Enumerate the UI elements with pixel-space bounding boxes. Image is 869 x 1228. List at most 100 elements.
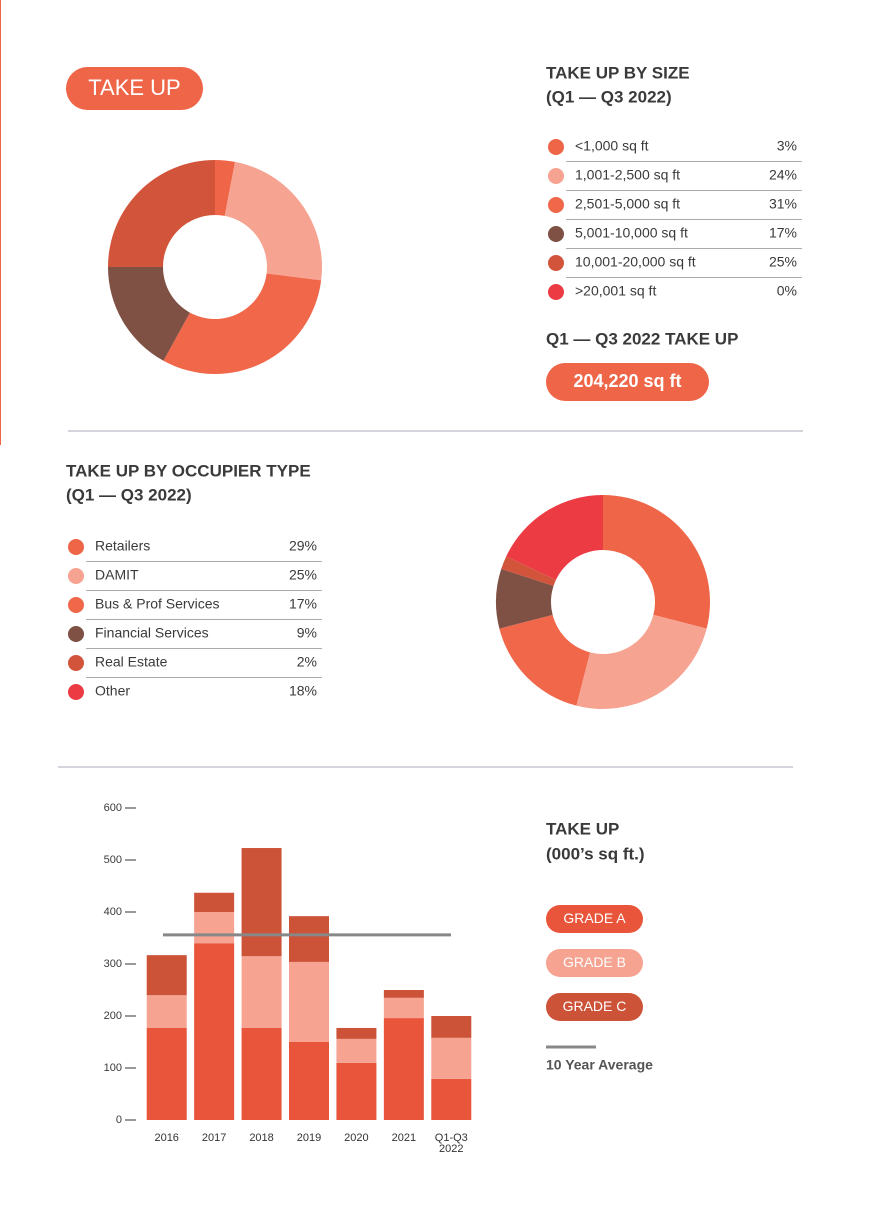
bar-segment bbox=[383, 990, 424, 998]
legend-value: 31% bbox=[769, 196, 797, 212]
y-tick-label: 500 bbox=[104, 854, 122, 866]
chart-title: TAKE UP BY SIZE bbox=[546, 63, 690, 82]
legend-label: 1,001-2,500 sq ft bbox=[575, 167, 680, 183]
legend-label: 2,501-5,000 sq ft bbox=[575, 196, 680, 212]
bar-segment bbox=[146, 1027, 187, 1120]
donut-slice bbox=[495, 568, 554, 629]
bar-segment bbox=[431, 1078, 472, 1120]
donut-slice bbox=[163, 273, 322, 374]
legend-value: 2% bbox=[297, 654, 317, 670]
y-tick-label: 0 bbox=[116, 1114, 122, 1126]
legend-dot bbox=[68, 597, 84, 613]
legend-dot bbox=[68, 539, 84, 555]
bar-segment bbox=[289, 916, 329, 962]
legend-value: 17% bbox=[289, 596, 317, 612]
legend-value: 25% bbox=[289, 567, 317, 583]
bar-segment bbox=[431, 1016, 472, 1038]
legend-dot bbox=[548, 284, 564, 300]
x-tick-label: 2017 bbox=[201, 1132, 227, 1144]
summary-heading: Q1 — Q3 2022 TAKE UP bbox=[546, 329, 738, 348]
bar-segment bbox=[241, 848, 282, 957]
legend-label: Bus & Prof Services bbox=[95, 596, 220, 612]
bar-segment bbox=[146, 995, 187, 1028]
y-tick-label: 600 bbox=[104, 802, 122, 814]
legend-dot bbox=[68, 655, 84, 671]
legend-dot bbox=[548, 226, 564, 242]
x-tick-label: 2021 bbox=[391, 1132, 417, 1144]
legend-dot bbox=[68, 684, 84, 700]
bar-segment bbox=[336, 1062, 377, 1120]
donut-slice bbox=[603, 495, 710, 629]
legend-pill bbox=[546, 905, 643, 933]
bar-segment bbox=[289, 961, 329, 1042]
legend-label: <1,000 sq ft bbox=[575, 138, 649, 154]
legend-label: GRADE A bbox=[563, 910, 626, 926]
title-pill bbox=[66, 67, 203, 110]
donut-slice bbox=[108, 267, 190, 361]
legend-dot bbox=[548, 197, 564, 213]
bar-segment bbox=[241, 956, 282, 1028]
legend-dot bbox=[548, 168, 564, 184]
chart-title: TAKE UP bbox=[546, 819, 619, 838]
legend-dot bbox=[68, 626, 84, 642]
legend-value: 9% bbox=[297, 625, 317, 641]
legend-label: >20,001 sq ft bbox=[575, 283, 656, 299]
legend-label: GRADE C bbox=[563, 998, 627, 1014]
y-tick-label: 200 bbox=[104, 1010, 122, 1022]
y-tick-label: 400 bbox=[104, 906, 122, 918]
bar-segment bbox=[431, 1037, 472, 1079]
donut-slice bbox=[576, 614, 707, 709]
chart-subtitle: (000’s sq ft.) bbox=[546, 844, 645, 863]
bar-segment bbox=[383, 997, 424, 1019]
legend-label: GRADE B bbox=[563, 954, 626, 970]
donut-slice bbox=[108, 160, 215, 267]
page-title: TAKE UP bbox=[88, 75, 181, 100]
legend-dot bbox=[68, 568, 84, 584]
bar-segment bbox=[336, 1027, 377, 1039]
x-tick-label: 2016 bbox=[154, 1132, 179, 1144]
chart-subtitle: (Q1 — Q3 2022) bbox=[546, 87, 672, 106]
bar-segment bbox=[383, 1018, 424, 1120]
bar-segment bbox=[194, 912, 235, 944]
legend-label: Financial Services bbox=[95, 625, 209, 641]
summary-pill bbox=[546, 363, 709, 401]
y-tick-label: 100 bbox=[104, 1062, 122, 1074]
legend-value: 29% bbox=[289, 538, 317, 554]
legend-pill bbox=[546, 949, 643, 977]
bar-segment bbox=[289, 1042, 329, 1120]
legend-label: 10 Year Average bbox=[546, 1057, 653, 1073]
legend-label: 5,001-10,000 sq ft bbox=[575, 225, 688, 241]
bar-segment bbox=[336, 1038, 377, 1063]
x-tick-label: Q1-Q3 2022 bbox=[434, 1132, 468, 1155]
legend-label: Other bbox=[95, 683, 130, 699]
bar-segment bbox=[146, 955, 187, 996]
donut-slice bbox=[215, 160, 236, 216]
legend-value: 25% bbox=[769, 254, 797, 270]
bar-segment bbox=[241, 1027, 282, 1120]
legend-dot bbox=[548, 139, 564, 155]
chart-title: TAKE UP BY OCCUPIER TYPE bbox=[66, 461, 311, 480]
legend-label: Retailers bbox=[95, 538, 150, 554]
donut-slice bbox=[501, 556, 556, 586]
summary-value: 204,220 sq ft bbox=[573, 371, 681, 391]
donut-slice bbox=[499, 614, 591, 706]
x-tick-label: 2020 bbox=[344, 1132, 369, 1144]
legend-pill bbox=[546, 993, 643, 1021]
donut-slice bbox=[224, 161, 322, 281]
legend-value: 3% bbox=[777, 138, 797, 154]
x-tick-label: 2018 bbox=[249, 1132, 274, 1144]
chart-subtitle: (Q1 — Q3 2022) bbox=[66, 485, 192, 504]
legend-label: 10,001-20,000 sq ft bbox=[575, 254, 696, 270]
legend-label: Real Estate bbox=[95, 654, 168, 670]
legend-value: 17% bbox=[769, 225, 797, 241]
legend-value: 18% bbox=[289, 683, 317, 699]
legend-value: 24% bbox=[769, 167, 797, 183]
y-tick-label: 300 bbox=[104, 958, 122, 970]
legend-value: 0% bbox=[777, 283, 797, 299]
bar-segment bbox=[194, 943, 235, 1120]
x-tick-label: 2019 bbox=[296, 1132, 322, 1144]
bar-segment bbox=[194, 892, 235, 912]
legend-dot bbox=[548, 255, 564, 271]
